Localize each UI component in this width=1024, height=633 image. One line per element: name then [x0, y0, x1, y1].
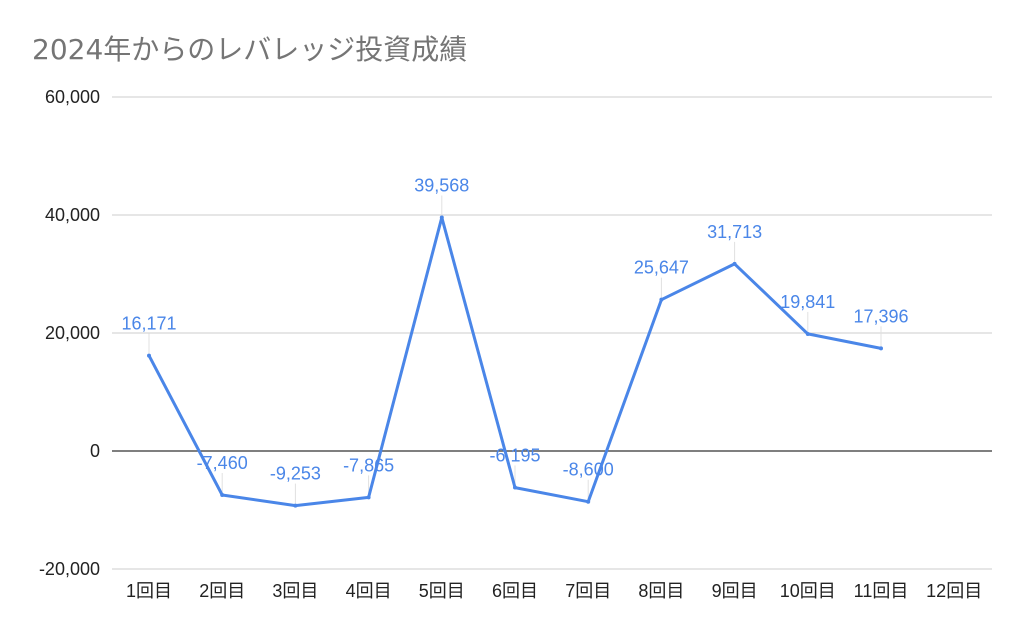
- data-point: [732, 261, 737, 266]
- data-label: -9,253: [270, 464, 321, 484]
- y-tick-label: 60,000: [45, 87, 100, 107]
- x-tick-label: 5回目: [419, 581, 465, 601]
- x-tick-label: 12回目: [926, 581, 982, 601]
- data-label: 16,171: [121, 314, 176, 334]
- data-point: [220, 493, 225, 498]
- data-point: [659, 297, 664, 302]
- data-point: [366, 495, 371, 500]
- y-tick-label: -20,000: [39, 559, 100, 579]
- y-tick-label: 40,000: [45, 205, 100, 225]
- x-tick-label: 11回目: [854, 581, 909, 601]
- data-point: [879, 346, 883, 351]
- data-label: 25,647: [634, 258, 689, 278]
- data-label: -7,865: [343, 455, 394, 475]
- x-tick-label: 1回目: [126, 581, 172, 601]
- x-tick-label: 2回目: [199, 581, 245, 601]
- x-tick-label: 4回目: [346, 581, 392, 601]
- data-point: [147, 353, 151, 358]
- data-point: [293, 503, 298, 508]
- x-tick-label: 10回目: [780, 581, 836, 601]
- data-point: [513, 485, 517, 490]
- data-label: 17,396: [853, 306, 908, 326]
- x-tick-label: 8回目: [638, 581, 684, 601]
- data-point: [586, 499, 591, 504]
- x-tick-label: 9回目: [712, 581, 758, 601]
- x-tick-label: 7回目: [565, 581, 611, 601]
- data-label: -8,600: [563, 460, 614, 480]
- data-label: 31,713: [707, 222, 762, 242]
- data-point: [439, 215, 444, 220]
- data-point: [805, 331, 810, 336]
- data-label: -7,460: [197, 453, 248, 473]
- data-label: 39,568: [414, 176, 469, 196]
- y-tick-label: 0: [90, 441, 100, 461]
- x-tick-label: 6回目: [492, 581, 538, 601]
- y-tick-label: 20,000: [45, 323, 100, 343]
- x-tick-label: 3回目: [272, 581, 318, 601]
- data-label: 19,841: [780, 292, 835, 312]
- data-label: -6,195: [489, 446, 540, 466]
- chart-title: 2024年からのレバレッジ投資成績: [32, 33, 468, 66]
